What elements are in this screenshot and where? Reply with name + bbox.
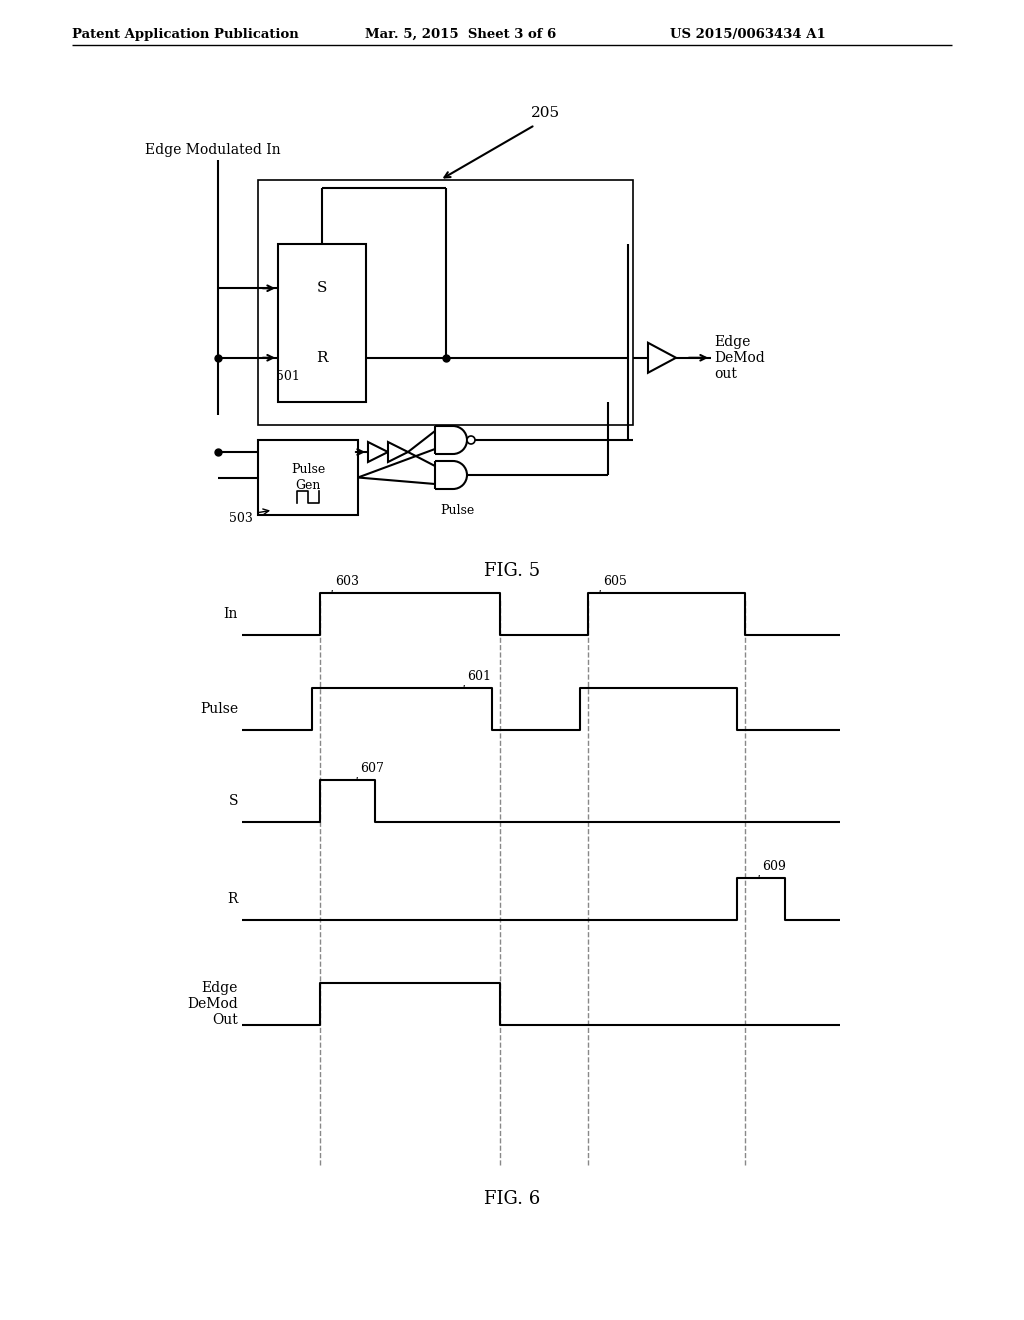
Text: Mar. 5, 2015  Sheet 3 of 6: Mar. 5, 2015 Sheet 3 of 6 [365,28,556,41]
Text: Pulse: Pulse [440,504,474,517]
Text: Edge
DeMod
Out: Edge DeMod Out [187,981,238,1027]
Text: S: S [228,795,238,808]
Text: FIG. 6: FIG. 6 [484,1191,540,1208]
Text: 503: 503 [229,512,253,525]
Bar [258,180,633,425]
Text: Edge Modulated In: Edge Modulated In [145,143,281,157]
Text: In: In [223,607,238,620]
Text: R: R [316,351,328,364]
Text: 501: 501 [276,370,300,383]
Text: S: S [316,281,328,296]
Text: 603: 603 [335,576,359,587]
Text: FIG. 5: FIG. 5 [484,562,540,579]
Text: 601: 601 [467,671,490,682]
Text: 609: 609 [762,861,785,873]
Text: R: R [227,892,238,906]
Text: Gen: Gen [295,479,321,492]
Text: Patent Application Publication: Patent Application Publication [72,28,299,41]
Circle shape [467,436,475,444]
Text: 607: 607 [360,762,384,775]
Text: Edge
DeMod
out: Edge DeMod out [714,334,765,381]
Text: 205: 205 [530,106,559,120]
Text: Pulse: Pulse [200,702,238,715]
Text: US 2015/0063434 A1: US 2015/0063434 A1 [670,28,825,41]
Bar [258,440,358,515]
Text: 605: 605 [603,576,627,587]
Bar [278,244,366,403]
Text: Pulse: Pulse [291,463,326,477]
